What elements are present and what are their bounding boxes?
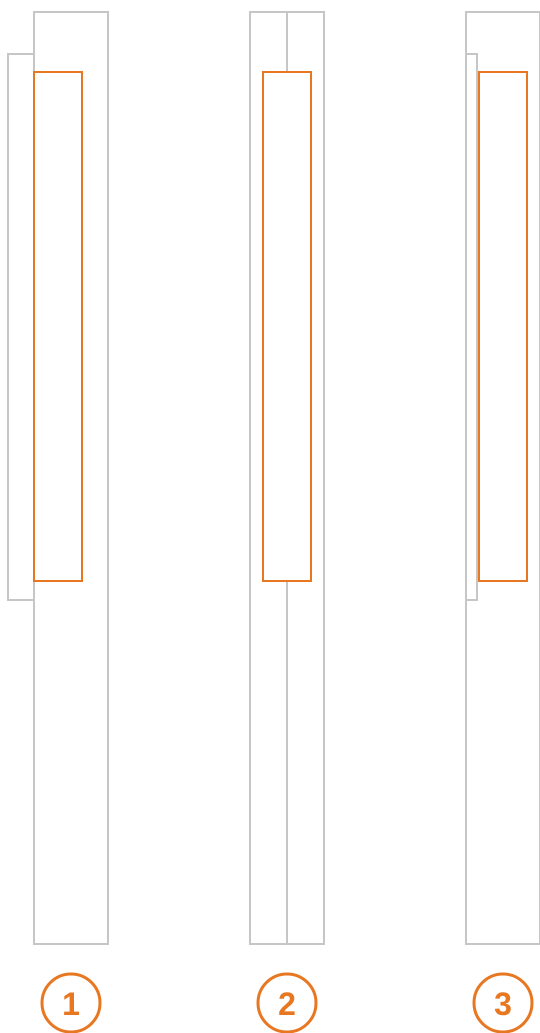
option-3-highlight <box>478 71 528 582</box>
option-1-number: 1 <box>62 986 80 1022</box>
option-1-badge-circle <box>40 972 102 1033</box>
option-3-number: 3 <box>494 986 512 1022</box>
option-1-frame <box>33 11 109 945</box>
option-1-back-panel <box>7 53 35 601</box>
option-2-highlight <box>262 71 312 582</box>
option-3-badge: 3 <box>472 972 534 1033</box>
option-3-figure <box>465 11 540 945</box>
option-2-number: 2 <box>278 986 296 1022</box>
option-1-badge: 1 <box>40 972 102 1033</box>
option-3-inner-panel <box>465 53 478 601</box>
option-1-highlight <box>33 71 83 582</box>
option-2-badge: 2 <box>256 972 318 1033</box>
option-3-badge-circle <box>472 972 534 1033</box>
option-2-figure <box>249 11 325 945</box>
option-2-badge-circle <box>256 972 318 1033</box>
option-1-figure <box>7 11 109 945</box>
